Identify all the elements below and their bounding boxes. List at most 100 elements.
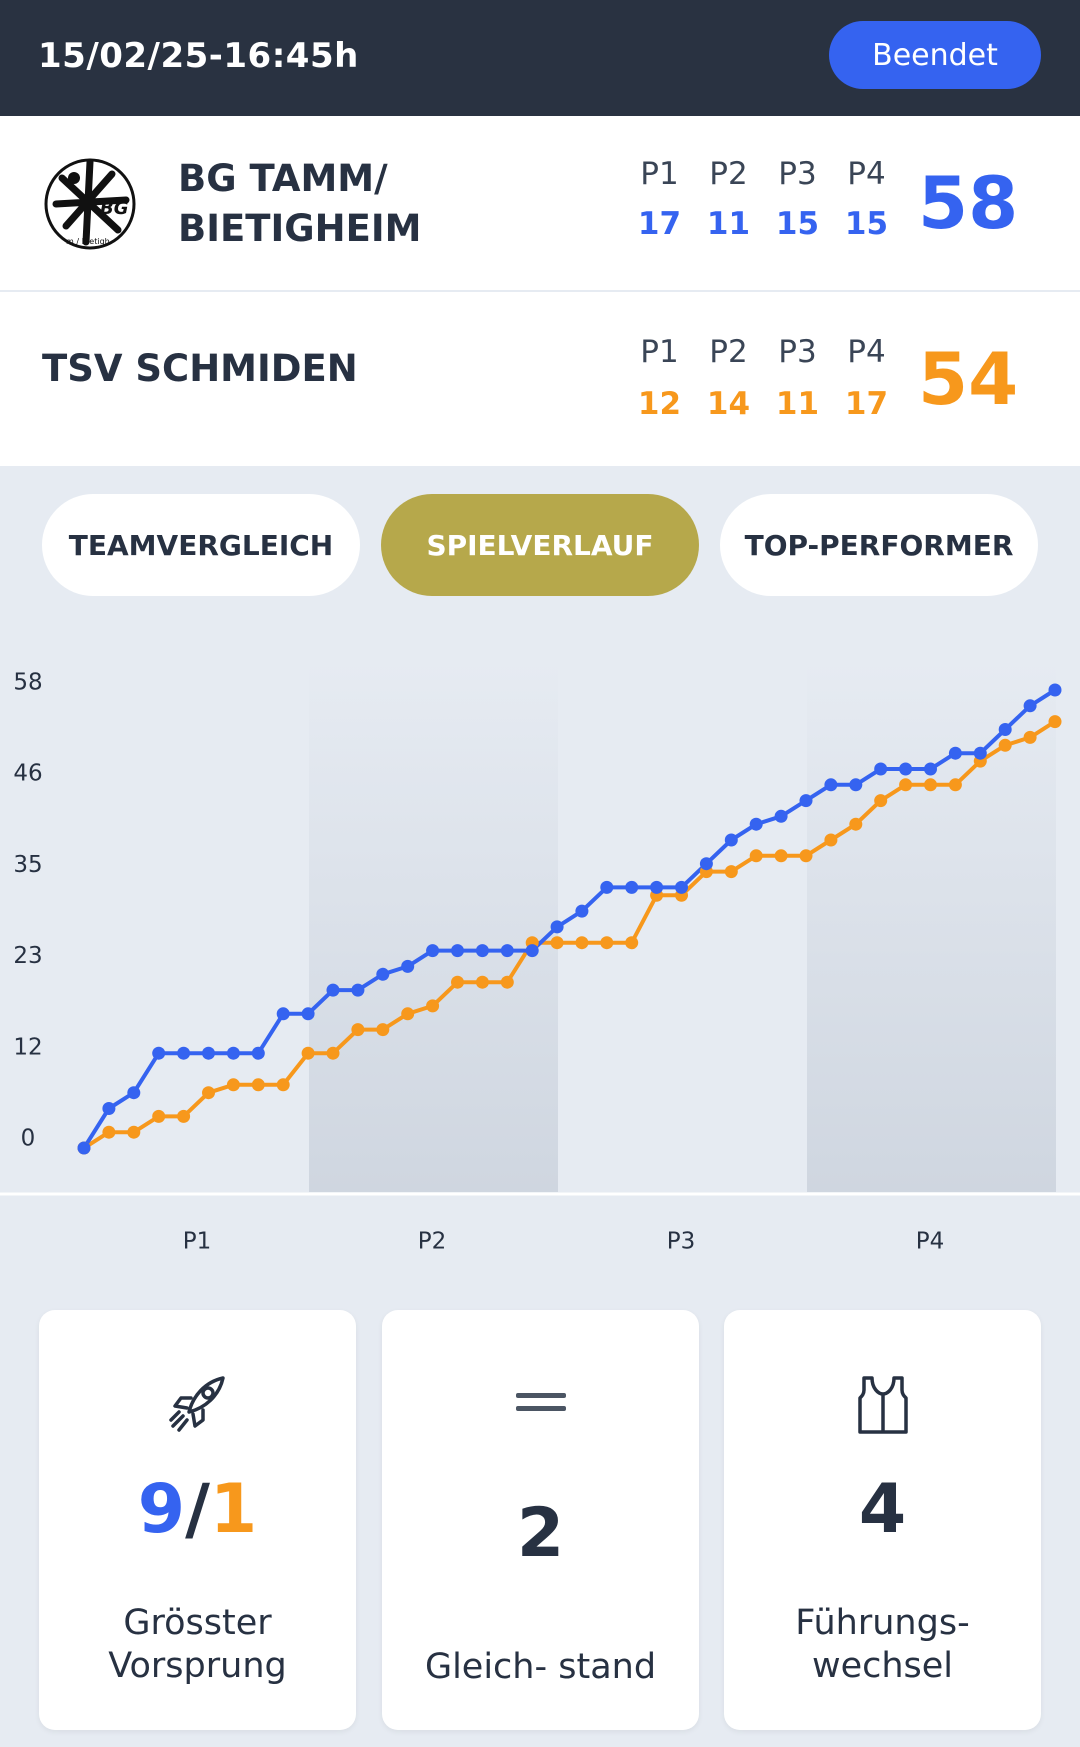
home-data-point[interactable] (127, 1086, 141, 1100)
away-data-point[interactable] (475, 975, 489, 989)
home-data-point[interactable] (500, 944, 514, 958)
away-data-point[interactable] (799, 849, 813, 863)
home-period: P3 15 (763, 156, 832, 242)
away-data-point[interactable] (326, 1046, 340, 1060)
away-data-point[interactable] (500, 975, 514, 989)
home-data-point[interactable] (973, 746, 987, 760)
home-data-point[interactable] (550, 920, 564, 934)
stat-card-ties[interactable]: 2 Gleich- stand (382, 1310, 699, 1730)
home-data-point[interactable] (276, 1007, 290, 1021)
away-data-point[interactable] (1048, 715, 1062, 729)
away-data-point[interactable] (998, 738, 1012, 752)
away-data-point[interactable] (152, 1109, 166, 1123)
home-team-name-line1: BG TAMM/ (178, 157, 388, 200)
away-data-point[interactable] (774, 849, 788, 863)
home-period: P2 11 (694, 156, 763, 242)
home-data-point[interactable] (1048, 683, 1062, 697)
away-data-point[interactable] (824, 833, 838, 847)
away-data-point[interactable] (451, 975, 464, 989)
stat-card-biggest-lead[interactable]: 9/1 Grösster Vorsprung (39, 1310, 356, 1730)
away-data-point[interactable] (724, 865, 738, 879)
home-data-point[interactable] (924, 762, 937, 776)
away-period: P2 14 (694, 334, 763, 422)
status-button[interactable]: Beendet (829, 21, 1041, 89)
away-data-point[interactable] (102, 1125, 116, 1139)
away-data-point[interactable] (749, 849, 763, 863)
away-data-point[interactable] (351, 1023, 365, 1037)
home-logo-subtext: m / Bietigh (66, 237, 110, 246)
home-data-point[interactable] (774, 809, 788, 823)
home-data-point[interactable] (326, 983, 340, 997)
away-data-point[interactable] (401, 1007, 415, 1021)
away-data-point[interactable] (226, 1078, 240, 1092)
home-logo-text: BG (100, 198, 129, 219)
home-data-point[interactable] (202, 1046, 215, 1060)
lead-changes-value: 4 (858, 1470, 907, 1549)
home-data-point[interactable] (874, 762, 888, 776)
home-data-point[interactable] (998, 723, 1012, 736)
period-score: 15 (844, 206, 889, 242)
home-data-point[interactable] (625, 880, 639, 894)
home-data-point[interactable] (600, 880, 614, 894)
home-data-point[interactable] (401, 959, 415, 973)
away-data-point[interactable] (1023, 730, 1037, 744)
away-period: P3 11 (763, 334, 832, 422)
away-data-point[interactable] (600, 936, 614, 950)
home-data-point[interactable] (1023, 699, 1037, 713)
home-data-point[interactable] (575, 904, 589, 918)
home-team-logo: BG m / Bietigh (44, 158, 136, 250)
home-data-point[interactable] (799, 794, 813, 808)
home-data-point[interactable] (525, 944, 539, 958)
home-data-point[interactable] (724, 833, 738, 847)
home-data-point[interactable] (177, 1046, 191, 1060)
stat-cards: 9/1 Grösster Vorsprung 2 Gleich- stand 4… (0, 1310, 1080, 1730)
home-data-point[interactable] (899, 762, 913, 776)
away-data-point[interactable] (276, 1078, 290, 1092)
away-data-point[interactable] (625, 936, 639, 950)
away-data-point[interactable] (924, 778, 937, 792)
away-data-point[interactable] (948, 778, 962, 792)
away-data-point[interactable] (177, 1109, 191, 1123)
away-data-point[interactable] (575, 936, 589, 950)
home-data-point[interactable] (824, 778, 838, 792)
home-data-point[interactable] (749, 817, 763, 831)
away-data-point[interactable] (376, 1023, 390, 1037)
home-data-point[interactable] (301, 1007, 315, 1021)
y-tick-label: 12 (13, 1034, 42, 1060)
home-period: P4 15 (832, 156, 901, 242)
tab-teamvergleich[interactable]: TEAMVERGLEICH (42, 494, 360, 596)
home-data-point[interactable] (351, 983, 365, 997)
biggest-lead-away: 1 (209, 1470, 258, 1549)
period-score: 11 (775, 386, 820, 422)
away-team-row[interactable]: TSV SCHMIDEN P1 12 P2 14 P3 11 P4 17 54 (0, 292, 1080, 466)
away-data-point[interactable] (550, 936, 564, 950)
home-data-point[interactable] (251, 1046, 265, 1060)
period-label: P2 (709, 156, 748, 192)
home-data-point[interactable] (376, 967, 390, 981)
away-data-point[interactable] (426, 999, 440, 1013)
home-data-point[interactable] (650, 880, 664, 894)
home-data-point[interactable] (426, 944, 440, 958)
home-team-row[interactable]: BG m / Bietigh BG TAMM/ BIETIGHEIM P1 17… (0, 116, 1080, 290)
home-data-point[interactable] (152, 1046, 166, 1060)
home-data-point[interactable] (675, 880, 688, 894)
home-data-point[interactable] (77, 1141, 91, 1155)
away-data-point[interactable] (127, 1125, 141, 1139)
home-data-point[interactable] (451, 944, 464, 958)
away-data-point[interactable] (202, 1086, 215, 1100)
away-data-point[interactable] (251, 1078, 265, 1092)
away-data-point[interactable] (899, 778, 913, 792)
tab-top-performer[interactable]: TOP-PERFORMER (720, 494, 1038, 596)
home-data-point[interactable] (102, 1102, 116, 1115)
away-data-point[interactable] (849, 817, 863, 831)
x-tick-label: P2 (418, 1229, 447, 1255)
away-data-point[interactable] (301, 1046, 315, 1060)
stat-card-lead-changes[interactable]: 4 Führungs- wechsel (724, 1310, 1041, 1730)
home-data-point[interactable] (475, 944, 489, 958)
home-data-point[interactable] (849, 778, 863, 792)
home-data-point[interactable] (226, 1046, 240, 1060)
home-data-point[interactable] (699, 857, 713, 871)
tab-spielverlauf[interactable]: SPIELVERLAUF (381, 494, 699, 596)
away-data-point[interactable] (874, 794, 888, 808)
home-data-point[interactable] (948, 746, 962, 760)
